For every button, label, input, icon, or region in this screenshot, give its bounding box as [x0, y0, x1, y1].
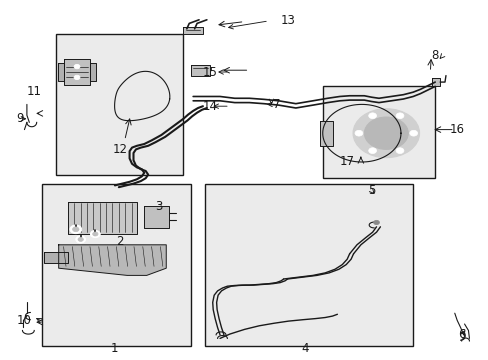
Circle shape	[76, 236, 85, 243]
Circle shape	[368, 148, 376, 153]
Polygon shape	[63, 59, 90, 85]
Circle shape	[70, 225, 81, 234]
Polygon shape	[183, 27, 203, 34]
Circle shape	[90, 230, 100, 238]
Text: 11: 11	[27, 85, 41, 98]
Text: 2: 2	[116, 235, 123, 248]
Polygon shape	[320, 121, 332, 146]
Text: 6: 6	[457, 328, 465, 341]
Text: 3: 3	[155, 201, 163, 213]
Polygon shape	[144, 206, 168, 228]
Polygon shape	[90, 63, 96, 81]
Text: 14: 14	[203, 100, 217, 113]
Circle shape	[74, 75, 80, 80]
Bar	[322, 86, 434, 178]
Polygon shape	[431, 78, 439, 86]
Text: 9: 9	[16, 112, 23, 125]
Circle shape	[72, 227, 79, 232]
Bar	[56, 34, 183, 175]
Polygon shape	[44, 252, 68, 263]
Polygon shape	[59, 245, 166, 275]
Text: 15: 15	[203, 66, 217, 78]
Text: 10: 10	[17, 314, 32, 327]
Polygon shape	[68, 202, 137, 234]
Circle shape	[368, 113, 376, 119]
Circle shape	[354, 130, 362, 136]
Text: 5: 5	[367, 184, 375, 197]
Text: 4: 4	[301, 342, 309, 355]
Circle shape	[373, 220, 379, 225]
Text: 16: 16	[449, 123, 464, 136]
Circle shape	[364, 117, 407, 149]
Text: 7: 7	[272, 98, 280, 111]
Text: 1: 1	[111, 342, 119, 355]
Circle shape	[78, 238, 83, 242]
Circle shape	[409, 130, 417, 136]
Bar	[205, 184, 412, 346]
Circle shape	[395, 148, 403, 153]
Polygon shape	[190, 65, 210, 76]
Bar	[41, 184, 190, 346]
Text: 13: 13	[281, 14, 295, 27]
Circle shape	[395, 113, 403, 119]
Polygon shape	[58, 63, 63, 81]
Text: 17: 17	[339, 156, 354, 168]
Circle shape	[93, 232, 98, 236]
Circle shape	[352, 109, 419, 158]
Circle shape	[74, 64, 80, 69]
Text: 8: 8	[430, 49, 438, 62]
Text: 12: 12	[112, 143, 127, 156]
